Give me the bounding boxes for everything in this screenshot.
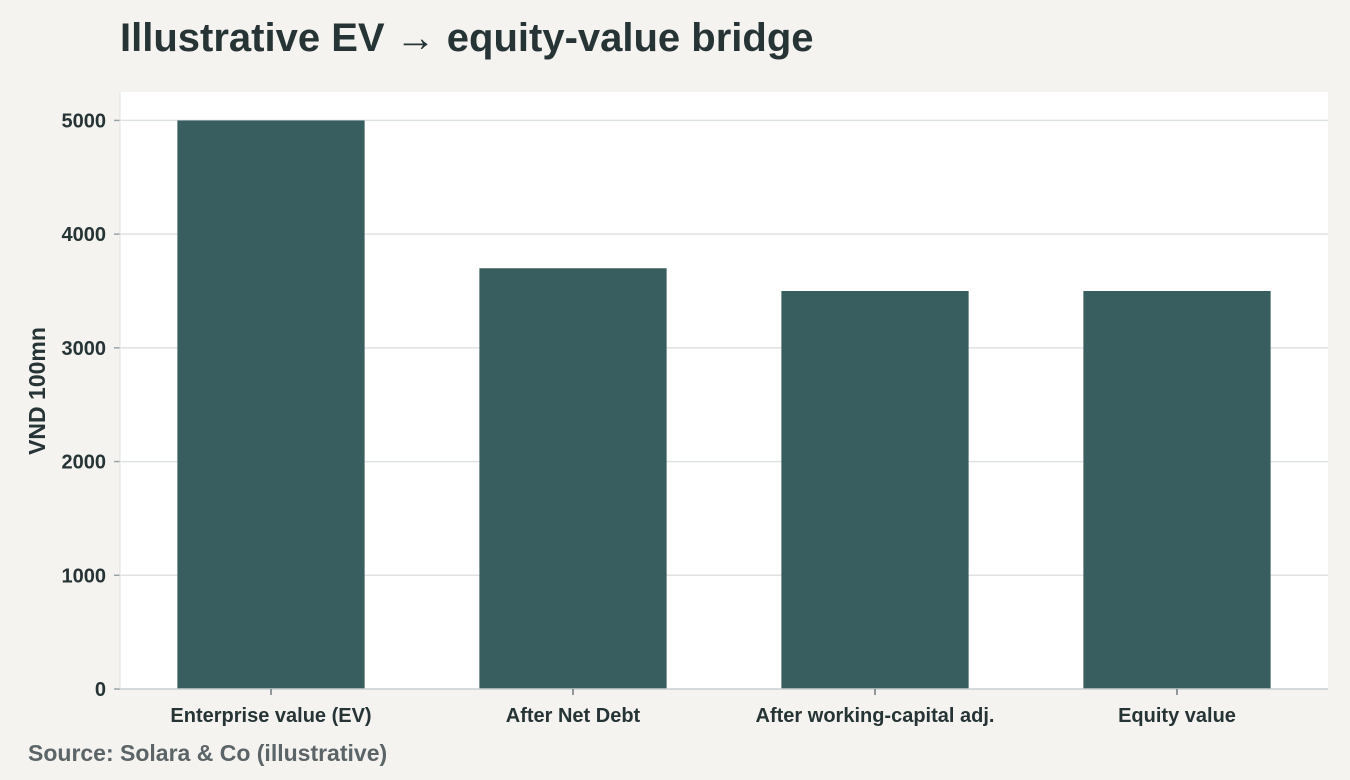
- y-tick-label: 5000: [62, 110, 107, 132]
- bar: [479, 268, 667, 689]
- y-tick-label: 2000: [62, 452, 107, 474]
- y-tick-label: 4000: [62, 224, 107, 246]
- x-tick-label: After Net Debt: [506, 705, 641, 727]
- y-axis-title: VND 100mn: [24, 327, 50, 455]
- y-tick-label: 3000: [62, 338, 107, 360]
- bar: [177, 120, 365, 689]
- x-tick-label: Equity value: [1118, 705, 1236, 727]
- chart-title: Illustrative EV → equity-value bridge: [120, 16, 814, 60]
- bar: [781, 291, 969, 689]
- axes: 0 1000 2000 3000 4000 5000 Enterprise value (E…: [62, 92, 1328, 727]
- x-tick-label: After working-capital adj.: [756, 705, 995, 727]
- bar: [1083, 291, 1271, 689]
- y-tick-label: 1000: [62, 565, 107, 587]
- y-tick-label: 0: [95, 679, 106, 701]
- source-note: Source: Solara & Co (illustrative): [28, 740, 388, 766]
- bars: [177, 120, 1271, 689]
- x-tick-label: Enterprise value (EV): [170, 705, 371, 727]
